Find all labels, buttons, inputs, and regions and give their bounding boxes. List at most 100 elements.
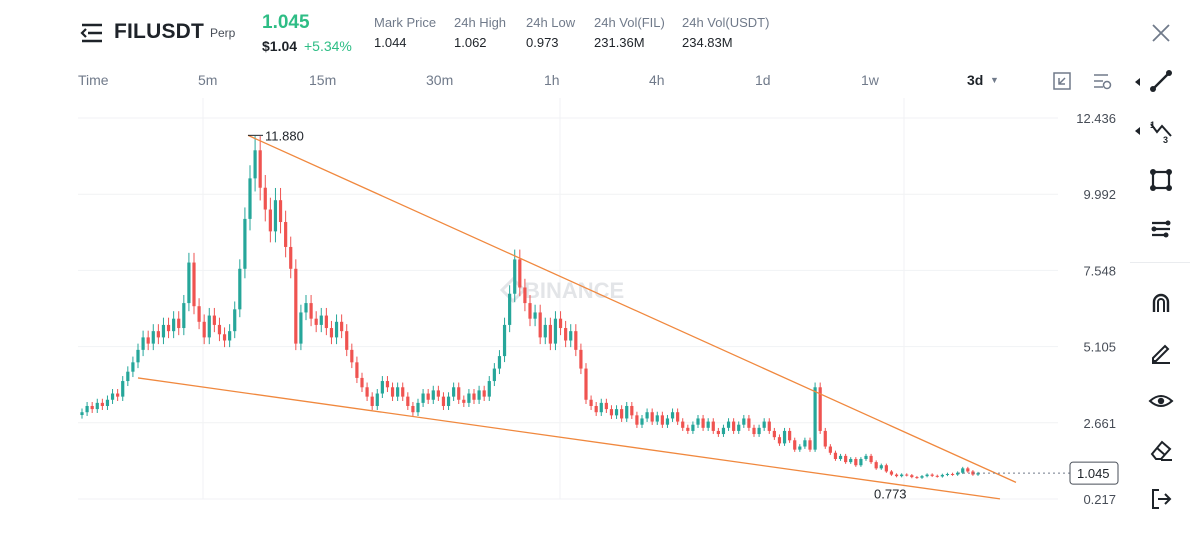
- pencil-icon[interactable]: [1148, 339, 1174, 365]
- candle: [950, 472, 955, 476]
- tab-1w[interactable]: 1w: [861, 72, 879, 88]
- candle: [192, 252, 196, 315]
- candle: [915, 475, 919, 479]
- candle: [421, 389, 425, 407]
- candle: [752, 424, 756, 437]
- candle: [355, 356, 359, 384]
- menu-icon[interactable]: [80, 22, 104, 44]
- candle: [788, 427, 792, 443]
- candle: [823, 427, 827, 449]
- price-axis-label: 0.217: [1083, 492, 1116, 507]
- candle: [726, 418, 731, 431]
- candle: [599, 398, 603, 416]
- candle: [497, 350, 502, 375]
- candle: [334, 314, 339, 345]
- indicator-list-icon[interactable]: [1091, 70, 1113, 92]
- candle: [798, 444, 802, 452]
- tab-1h[interactable]: 1h: [544, 72, 560, 88]
- candle: [457, 382, 461, 404]
- candle: [426, 389, 430, 404]
- candle: [640, 414, 644, 428]
- candle: [609, 405, 614, 419]
- candle: [665, 414, 670, 428]
- candle: [630, 401, 634, 419]
- candle: [141, 330, 145, 357]
- candle: [80, 408, 84, 419]
- eraser-icon[interactable]: [1148, 437, 1174, 463]
- candle: [956, 471, 960, 476]
- candle: [655, 411, 659, 425]
- symbol-title[interactable]: FILUSDT: [114, 20, 205, 43]
- tab-30m[interactable]: 30m: [426, 72, 454, 88]
- candle: [966, 466, 970, 473]
- candle: [564, 320, 568, 348]
- candle: [177, 311, 181, 336]
- exit-icon[interactable]: [1148, 486, 1174, 512]
- candle: [95, 398, 99, 413]
- tab-3d-selected[interactable]: 3d: [967, 72, 984, 88]
- candle: [202, 314, 206, 345]
- tab-1d[interactable]: 1d: [755, 72, 771, 88]
- price-axis-label: 9.992: [1083, 187, 1116, 202]
- candle: [462, 395, 466, 407]
- candle: [625, 401, 629, 422]
- candle: [528, 294, 532, 327]
- candle: [706, 418, 710, 431]
- expand-arrow-icon[interactable]: [1134, 78, 1142, 86]
- candle: [757, 424, 761, 437]
- candle: [233, 301, 237, 339]
- tab-time[interactable]: Time: [78, 72, 109, 88]
- line-tool-icon[interactable]: [1148, 68, 1174, 94]
- lower-trendline[interactable]: [137, 377, 1001, 500]
- candle: [849, 457, 853, 464]
- close-icon[interactable]: [1150, 22, 1172, 44]
- candle: [828, 444, 832, 455]
- candle: [284, 210, 288, 258]
- low-24h-value: 0.973: [526, 35, 559, 50]
- current-price-tag: [1069, 461, 1119, 485]
- candle: [971, 470, 975, 476]
- candle: [151, 324, 155, 351]
- candle: [691, 421, 695, 434]
- candle: [396, 382, 400, 401]
- candle: [385, 376, 390, 393]
- candle: [976, 471, 980, 476]
- eye-icon[interactable]: [1148, 388, 1174, 414]
- candle: [217, 317, 222, 342]
- indicators-icon[interactable]: [1148, 216, 1174, 242]
- candle: [161, 317, 166, 345]
- candle: [146, 330, 150, 351]
- tab-4h[interactable]: 4h: [649, 72, 665, 88]
- candle: [110, 389, 115, 404]
- candle: [548, 317, 552, 351]
- candle: [742, 414, 746, 428]
- candle: [645, 408, 649, 422]
- candle: [370, 392, 374, 410]
- candle: [513, 249, 517, 303]
- candle: [558, 311, 563, 336]
- interval-dropdown-icon[interactable]: ▼: [990, 75, 999, 85]
- candle: [350, 343, 354, 369]
- tab-15m[interactable]: 15m: [309, 72, 337, 88]
- vol-fil-value: 231.36M: [594, 35, 645, 50]
- candle: [472, 389, 476, 404]
- candle: [777, 434, 782, 446]
- magnet-icon[interactable]: [1148, 290, 1174, 316]
- candle: [686, 424, 690, 434]
- candle: [650, 408, 654, 425]
- upper-trendline[interactable]: [247, 134, 1017, 483]
- fibonacci-icon[interactable]: 3 1: [1148, 118, 1174, 144]
- expand-arrow-icon[interactable]: [1134, 127, 1142, 135]
- tab-5m[interactable]: 5m: [198, 72, 218, 88]
- candle: [900, 473, 904, 478]
- rectangle-icon[interactable]: [1148, 167, 1174, 193]
- chart-settings-icon[interactable]: [1051, 70, 1073, 92]
- candle: [294, 259, 298, 351]
- price-chart[interactable]: BINANCE 11.880 0.773 12.436 9.992 7.548 5.1…: [78, 98, 1122, 510]
- candle: [116, 389, 120, 401]
- candle: [136, 343, 140, 369]
- candle: [258, 136, 262, 201]
- candle: [813, 382, 817, 452]
- candle: [253, 136, 257, 192]
- usd-price: $1.04: [262, 38, 298, 54]
